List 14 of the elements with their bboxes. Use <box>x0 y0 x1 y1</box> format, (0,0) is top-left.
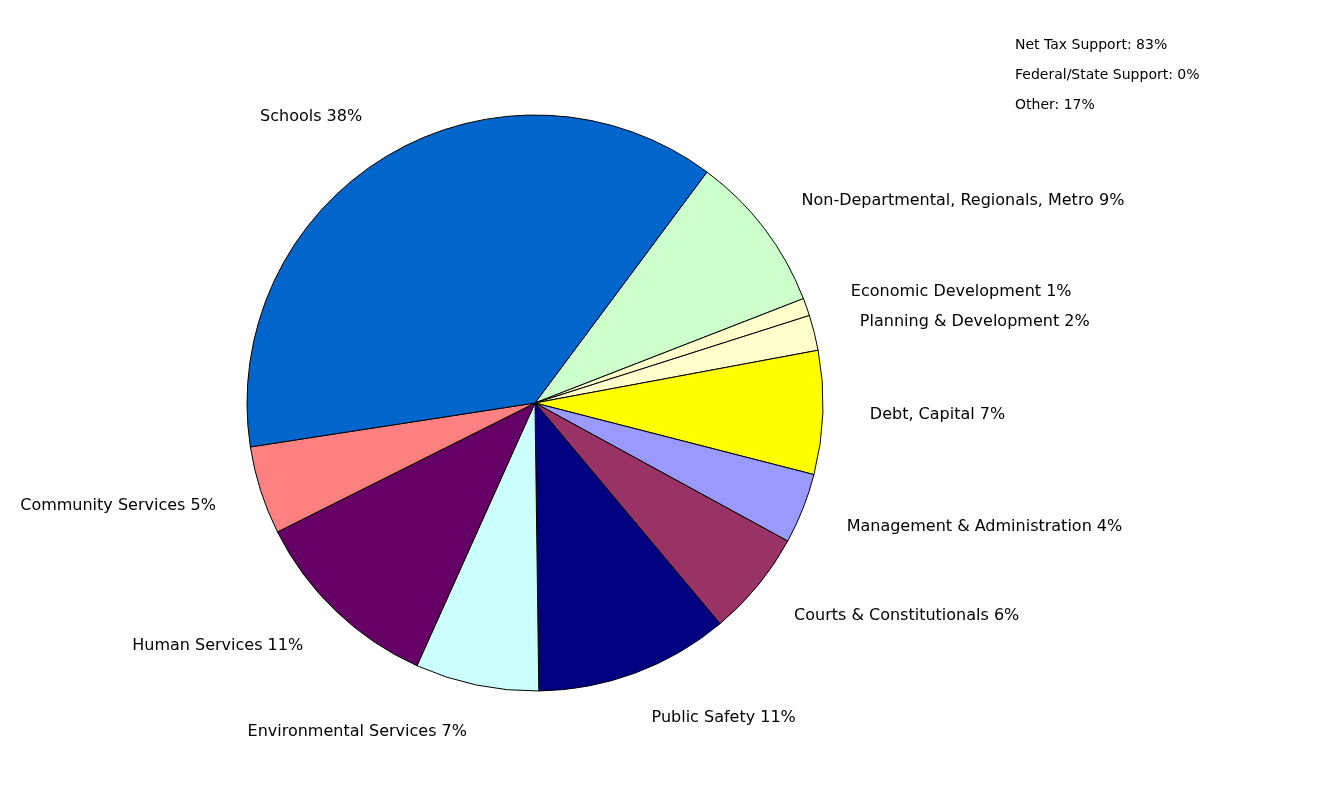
slice-label: Schools 38% <box>260 106 363 126</box>
slice-label: Planning & Development 2% <box>859 311 1090 331</box>
slice-label: Public Safety 11% <box>651 707 796 727</box>
slice-label: Courts & Constitutionals 6% <box>794 605 1020 625</box>
slice-label: Debt, Capital 7% <box>869 404 1006 424</box>
slice-label: Management & Administration 4% <box>846 515 1123 535</box>
text: Net Tax Support: 83% <box>1015 36 1168 52</box>
text: Other: 17% <box>1015 96 1095 112</box>
slice-label: Economic Development 1% <box>850 281 1072 301</box>
slice-label: Non-Departmental, Regionals, Metro 9% <box>801 190 1125 210</box>
slice-label: Community Services 5% <box>20 494 216 514</box>
slice-label: Environmental Services 7% <box>247 721 467 741</box>
slice-label: Human Services 11% <box>132 634 304 654</box>
text: Federal/State Support: 0% <box>1015 66 1200 82</box>
